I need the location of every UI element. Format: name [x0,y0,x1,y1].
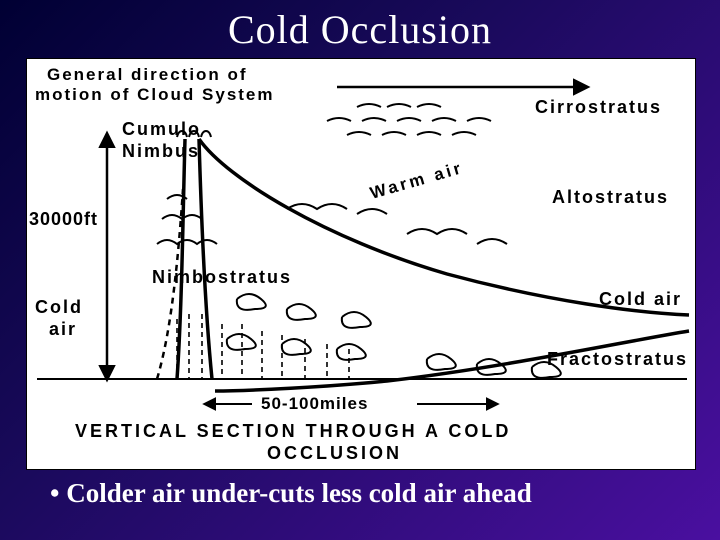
general-dir-l2: motion of Cloud System [35,85,275,105]
cumulo-l2: Nimbus [122,141,200,162]
slide-title: Cold Occlusion [0,0,720,53]
precipitation [177,314,349,379]
slide-caption: • Colder air under-cuts less cold air ah… [50,478,532,509]
general-dir-l1: General direction of [47,65,248,85]
altostratus-label: Altostratus [552,187,669,208]
section-l2: OCCLUSION [267,443,402,464]
cirrostratus-wisps [327,104,491,135]
warm-air-label: Warm air [368,158,466,203]
fractostratus-label: Fractostratus [547,349,688,370]
section-l1: VERTICAL SECTION THROUGH A COLD [75,421,511,442]
cold-air-l2: air [49,319,77,340]
slide: Cold Occlusion [0,0,720,540]
cold-air-l1: Cold [35,297,83,318]
cold-front-right [199,139,212,379]
occlusion-diagram: Warm air General direction of motion of … [26,58,696,470]
cold-air-right-label: Cold air [599,289,682,310]
cumulo-l1: Cumulo [122,119,201,140]
miles-label: 50-100miles [261,394,368,414]
cirrostratus-label: Cirrostratus [535,97,662,118]
nimbostratus-label: Nimbostratus [152,267,292,288]
cb-cloud-mass [157,195,217,244]
height-label: 30000ft [29,209,98,230]
